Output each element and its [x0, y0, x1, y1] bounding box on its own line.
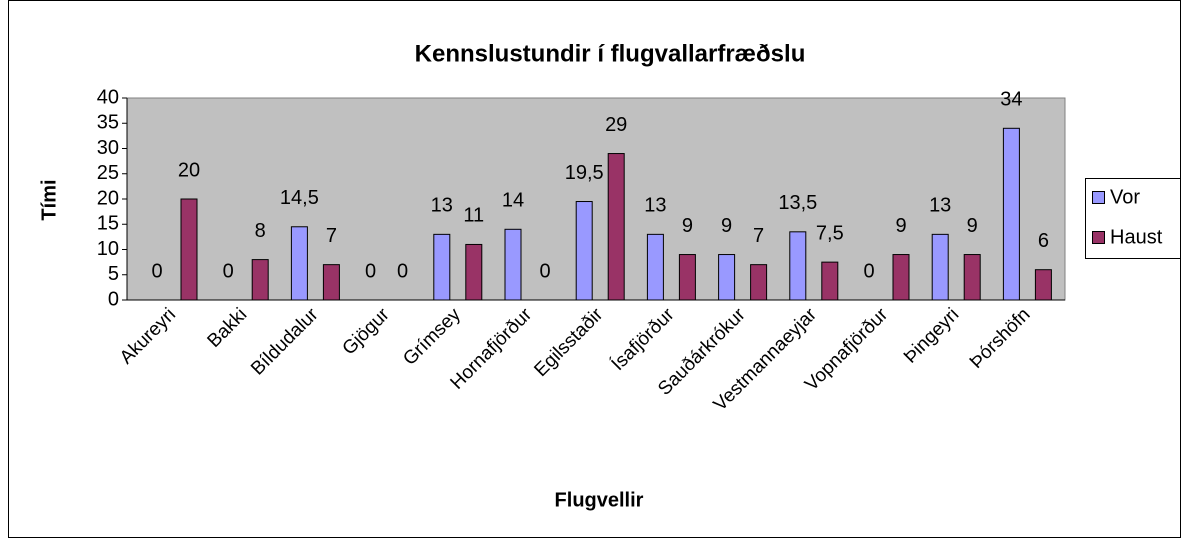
value-label: 0	[863, 260, 874, 282]
y-axis-label: Tími	[38, 179, 60, 220]
value-label: 0	[223, 260, 234, 282]
bar	[678, 254, 696, 301]
value-label: 8	[255, 220, 266, 242]
value-label: 7	[326, 225, 337, 247]
chart-title: Kennslustundir í flugvallarfræðslu	[415, 40, 806, 67]
x-axis-label: Flugvellir	[555, 489, 644, 511]
value-label: 0	[397, 260, 408, 282]
value-label: 7	[753, 225, 764, 247]
bar	[322, 264, 340, 301]
bar	[892, 254, 910, 301]
value-label: 9	[895, 215, 906, 237]
value-label: 34	[1000, 89, 1022, 111]
y-tick-label: 25	[97, 162, 119, 184]
y-tick-label: 35	[97, 112, 119, 134]
bar	[931, 233, 949, 301]
value-label: 0	[539, 260, 550, 282]
value-label: 19,5	[565, 162, 604, 184]
bar	[575, 201, 593, 301]
y-tick-label: 10	[97, 238, 119, 260]
legend-label: Vor	[1110, 186, 1140, 208]
bar	[646, 233, 664, 301]
y-tick-label: 5	[108, 263, 119, 285]
value-label: 0	[365, 260, 376, 282]
y-tick-label: 20	[97, 187, 119, 209]
value-label: 0	[151, 260, 162, 282]
legend-swatch	[1092, 191, 1105, 204]
value-label: 13,5	[778, 192, 817, 214]
y-tick-label: 30	[97, 137, 119, 159]
bar	[465, 243, 483, 301]
value-label: 14	[502, 190, 524, 212]
value-label: 9	[721, 215, 732, 237]
value-label: 20	[178, 159, 200, 181]
bar	[821, 261, 839, 301]
bar	[750, 264, 768, 301]
legend-label: Haust	[1110, 226, 1163, 248]
bar	[1034, 269, 1052, 301]
legend-swatch	[1092, 231, 1105, 244]
bar	[251, 259, 269, 301]
bar	[607, 153, 625, 301]
value-label: 7,5	[816, 222, 844, 244]
bar	[504, 228, 522, 301]
value-label: 14,5	[280, 187, 319, 209]
value-label: 9	[967, 215, 978, 237]
value-label: 11	[463, 205, 484, 227]
bar	[963, 254, 981, 301]
value-label: 13	[929, 195, 951, 217]
y-tick-label: 40	[97, 86, 119, 108]
value-label: 9	[682, 215, 693, 237]
value-label: 6	[1038, 230, 1049, 252]
bar	[1002, 127, 1020, 301]
value-label: 29	[605, 114, 627, 136]
value-label: 13	[644, 195, 666, 217]
y-tick-label: 15	[97, 213, 119, 235]
y-tick-label: 0	[108, 288, 119, 310]
bar	[718, 254, 736, 301]
bar	[433, 233, 451, 301]
value-label: 13	[431, 195, 453, 217]
bar	[290, 226, 308, 301]
bar	[789, 231, 807, 301]
bar	[180, 198, 198, 301]
